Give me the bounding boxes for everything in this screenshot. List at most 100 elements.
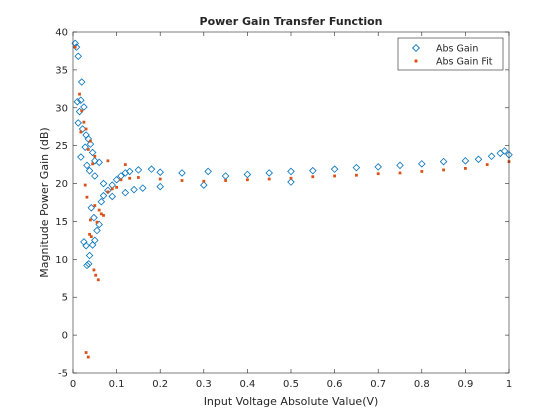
x-axis-label: Input Voltage Absolute Value(V) — [204, 395, 379, 408]
data-point-abs-gain-fit — [82, 120, 86, 124]
data-point-abs-gain — [330, 165, 339, 173]
data-point-abs-gain — [352, 163, 361, 172]
data-point-abs-gain-fit — [106, 159, 110, 163]
data-point-abs-gain — [108, 192, 117, 201]
data-point-abs-gain — [85, 251, 94, 260]
data-point-abs-gain — [80, 103, 88, 111]
y-tick-label: 0 — [62, 331, 68, 342]
x-tick-label: 0.4 — [239, 379, 255, 390]
data-point-abs-gain-fit — [89, 218, 92, 222]
y-tick-label: 30 — [55, 103, 68, 114]
legend-label: Abs Gain Fit — [436, 57, 493, 68]
data-point-abs-gain-fit — [289, 176, 293, 180]
x-tick-label: 0.6 — [327, 379, 343, 390]
data-point-abs-gain-fit — [88, 232, 91, 236]
legend-marker-abs-gain-fit — [414, 59, 418, 63]
data-point-abs-gain-fit — [91, 162, 95, 166]
data-point-abs-gain — [83, 261, 91, 270]
data-point-abs-gain — [134, 166, 143, 174]
x-tick-label: 0 — [70, 379, 76, 390]
x-tick-label: 0.2 — [152, 379, 168, 390]
series-abs-gain — [71, 39, 513, 270]
legend-marker-abs-gain — [411, 43, 421, 53]
data-point-abs-gain — [74, 119, 82, 127]
data-point-abs-gain — [77, 78, 86, 86]
data-point-abs-gain-fit — [93, 154, 97, 158]
data-point-abs-gain — [374, 163, 382, 171]
data-point-abs-gain-fit — [92, 268, 96, 272]
data-point-abs-gain-fit — [333, 174, 336, 178]
data-point-abs-gain — [88, 148, 97, 157]
y-tick-label: 20 — [55, 179, 68, 190]
data-point-abs-gain — [138, 184, 147, 192]
y-tick-label: 40 — [55, 28, 68, 39]
data-point-abs-gain — [147, 165, 156, 173]
data-point-abs-gain — [74, 52, 82, 61]
data-point-abs-gain-fit — [137, 176, 140, 179]
data-point-abs-gain-fit — [89, 235, 93, 238]
data-point-abs-gain — [91, 236, 99, 245]
data-point-abs-gain-fit — [95, 220, 99, 224]
data-point-abs-gain-fit — [442, 168, 445, 172]
data-point-abs-gain-fit — [86, 148, 90, 151]
data-point-abs-gain-fit — [78, 92, 81, 96]
data-point-abs-gain-fit — [398, 171, 402, 175]
data-point-abs-gain — [243, 170, 252, 179]
data-point-abs-gain-fit — [99, 212, 103, 216]
data-point-abs-gain — [91, 157, 99, 165]
data-point-abs-gain-fit — [376, 172, 380, 176]
data-point-abs-gain — [487, 152, 496, 161]
data-point-abs-gain — [287, 178, 295, 186]
x-tick-label: 0.9 — [457, 379, 473, 390]
x-axis: 0 0.1 0.2 0.3 0.4 0.5 0.6 0.7 0.8 0.9 1 — [70, 32, 512, 390]
y-axis: -5 0 5 10 15 20 25 30 35 40 — [55, 28, 509, 380]
data-point-abs-gain-fit — [115, 185, 118, 189]
data-point-abs-gain-fit — [83, 183, 87, 187]
y-tick-label: 25 — [55, 141, 68, 152]
data-point-abs-gain — [265, 169, 273, 177]
data-point-abs-gain — [86, 140, 95, 148]
data-point-abs-gain — [121, 188, 130, 197]
legend: Abs Gain Abs Gain Fit — [397, 37, 504, 71]
data-point-abs-gain — [91, 172, 99, 180]
data-point-abs-gain — [82, 241, 90, 250]
data-point-abs-gain-fit — [94, 273, 98, 277]
data-point-abs-gain-fit — [96, 278, 100, 282]
legend-box — [397, 37, 504, 71]
data-point-abs-gain — [200, 181, 208, 189]
data-point-abs-gain — [156, 168, 164, 176]
data-point-abs-gain-fit — [85, 195, 89, 199]
data-point-abs-gain — [125, 167, 134, 176]
data-point-abs-gain — [396, 161, 404, 170]
data-point-abs-gain — [439, 157, 448, 166]
data-point-abs-gain-fit — [93, 204, 97, 207]
data-point-abs-gain — [418, 160, 426, 168]
x-tick-label: 0.7 — [370, 379, 386, 390]
data-point-abs-gain-fit — [84, 351, 88, 354]
data-point-abs-gain-fit — [123, 163, 127, 167]
data-point-abs-gain-fit — [106, 190, 110, 194]
data-point-abs-gain-fit — [202, 179, 206, 183]
data-point-abs-gain — [81, 143, 89, 151]
data-point-abs-gain-fit — [73, 45, 77, 49]
data-point-abs-gain — [461, 157, 470, 165]
data-point-abs-gain-fit — [128, 176, 132, 180]
data-point-abs-gain-fit — [89, 139, 92, 143]
chart-title: Power Gain Transfer Function — [200, 15, 383, 28]
data-point-abs-gain — [474, 155, 483, 164]
data-point-abs-gain — [104, 186, 112, 195]
x-tick-label: 1 — [506, 379, 512, 390]
y-tick-label: 15 — [55, 217, 68, 228]
x-tick-label: 0.5 — [283, 379, 299, 390]
data-point-abs-gain-fit — [355, 173, 358, 177]
data-point-abs-gain-fit — [80, 109, 84, 113]
y-tick-label: 10 — [55, 255, 68, 266]
series-layer — [71, 39, 513, 359]
data-point-abs-gain-fit — [102, 213, 105, 217]
x-tick-label: 0.1 — [109, 379, 125, 390]
data-point-abs-gain — [73, 97, 82, 106]
x-tick-label: 0.3 — [196, 379, 212, 390]
data-point-abs-gain-fit — [267, 177, 271, 181]
data-point-abs-gain — [309, 166, 317, 175]
